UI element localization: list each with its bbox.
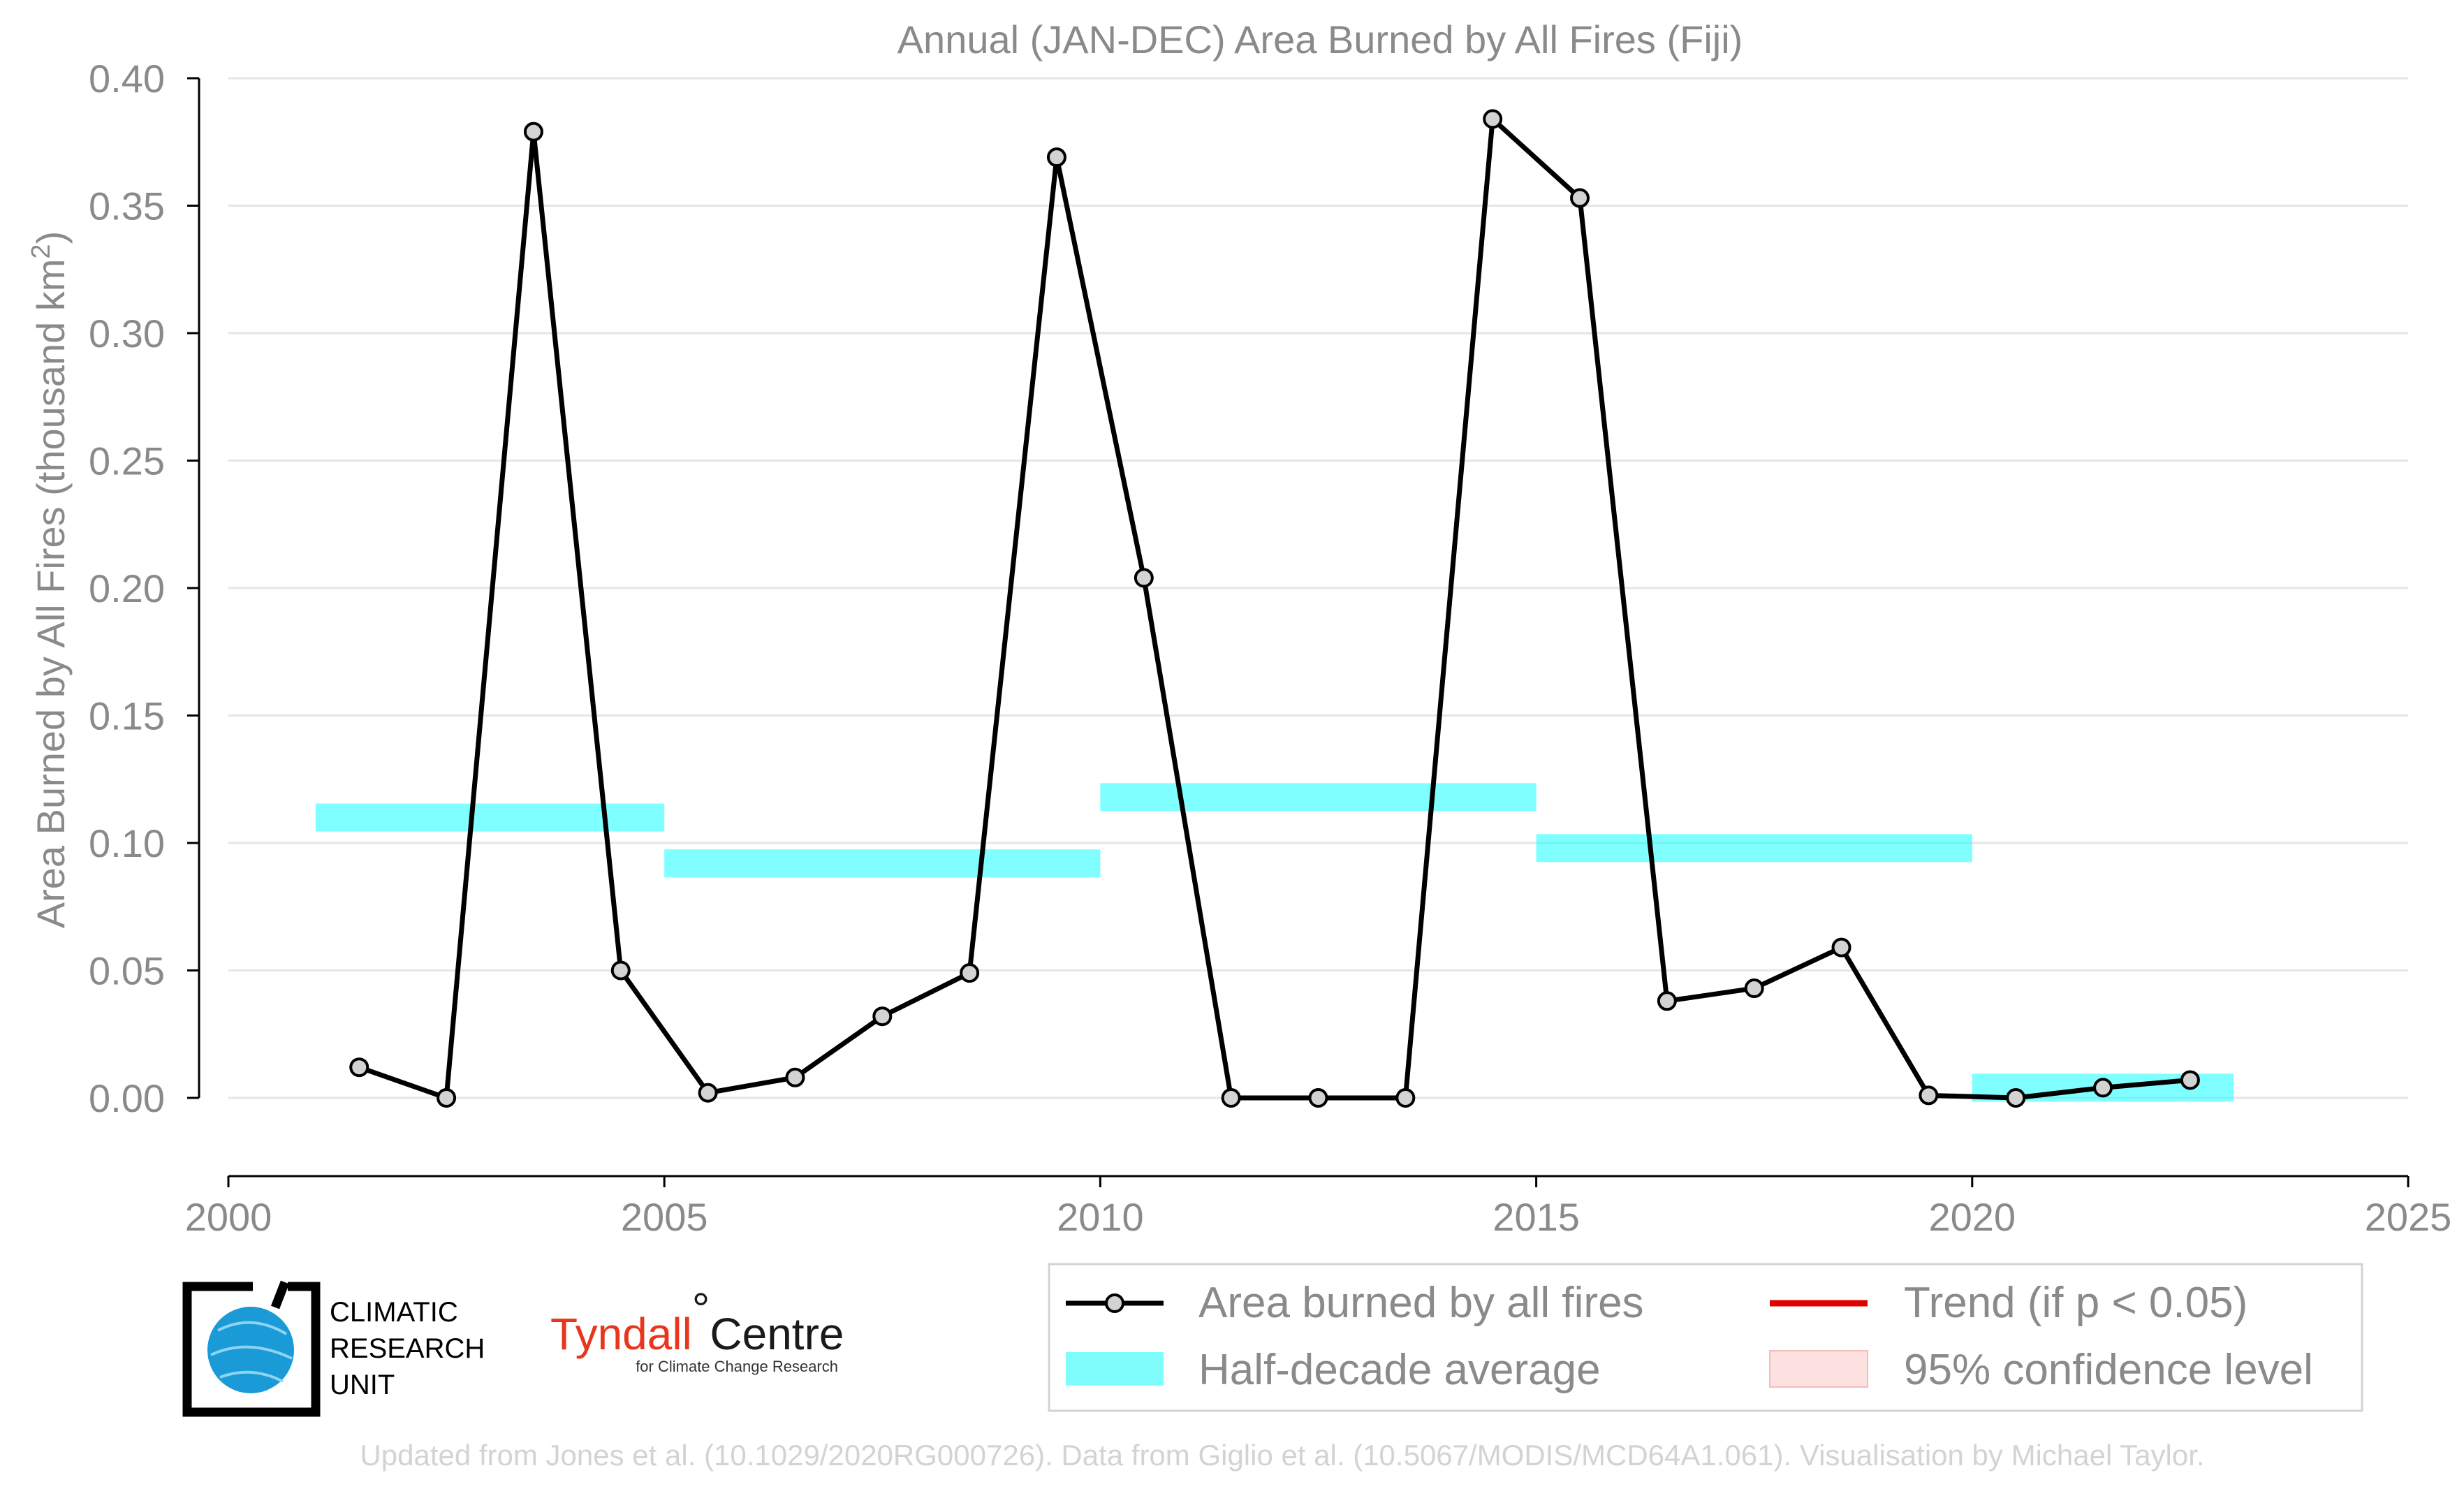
legend-label-confidence: 95% confidence level <box>1904 1346 2313 1394</box>
data-point <box>960 963 980 983</box>
data-point <box>2180 1070 2200 1090</box>
data-point <box>523 122 543 142</box>
x-tick-label: 2000 <box>185 1195 272 1239</box>
tyndall-logo-centre: Centre <box>710 1309 844 1359</box>
x-tick-label: 2010 <box>1057 1195 1144 1239</box>
legend-swatch-confidence <box>1769 1350 1868 1388</box>
data-point <box>1570 188 1590 208</box>
legend-swatch-half-decade <box>1066 1352 1164 1386</box>
tyndall-logo-wordmark: Tyndall°Centre <box>550 1284 844 1359</box>
legend-label-area-burned: Area burned by all fires <box>1198 1279 1644 1327</box>
y-axis-label-superscript: 2 <box>27 244 56 258</box>
y-axis-label: Area Burned by All Fires (thousand km2) <box>27 231 73 928</box>
legend-label-half-decade: Half-decade average <box>1198 1346 1601 1394</box>
data-point <box>1395 1088 1416 1108</box>
y-tick-label: 0.40 <box>89 57 165 101</box>
data-point <box>1657 991 1677 1011</box>
gridlines <box>228 77 2408 1099</box>
legend-frame <box>1048 1263 2363 1412</box>
y-tick-label: 0.30 <box>89 311 165 355</box>
cru-logo: CLIMATIC RESEARCH UNIT <box>182 1280 485 1417</box>
x-tick-label: 2025 <box>2365 1195 2452 1239</box>
cru-logo-bracket-left <box>182 1282 253 1417</box>
data-point <box>872 1006 893 1027</box>
data-point <box>698 1083 718 1103</box>
half-decade-band <box>315 803 665 832</box>
x-tick-label: 2020 <box>1929 1195 2016 1239</box>
cru-logo-slash <box>270 1280 290 1310</box>
data-point <box>1308 1088 1328 1108</box>
y-tick-label: 0.20 <box>89 566 165 610</box>
x-tick-label: 2015 <box>1493 1195 1580 1239</box>
tyndall-logo-degree: ° <box>692 1284 710 1334</box>
tyndall-logo-subtitle: for Climate Change Research <box>636 1358 838 1375</box>
half-decade-band <box>1536 834 1972 863</box>
data-point <box>2006 1088 2026 1108</box>
y-tick-label: 0.25 <box>89 439 165 483</box>
data-point <box>1046 147 1066 168</box>
credit-line: Updated from Jones et al. (10.1029/2020R… <box>360 1439 2204 1472</box>
y-axis-label-main: Area Burned by All Fires (thousand km <box>29 259 73 929</box>
cru-logo-line3: UNIT <box>330 1370 395 1400</box>
series-area-burned <box>349 109 2200 1108</box>
tyndall-logo-main: Tyndall <box>550 1309 692 1359</box>
x-ticks: 2000 2005 2010 2015 2020 2025 <box>185 1176 2452 1239</box>
x-tick-label: 2005 <box>621 1195 708 1239</box>
legend: Area burned by all fires Trend (if p < 0… <box>1048 1263 2363 1412</box>
y-axis-label-close: ) <box>29 231 73 244</box>
half-decade-band <box>1100 783 1537 812</box>
data-point <box>1221 1088 1241 1108</box>
data-point <box>1831 937 1851 958</box>
y-tick-label: 0.15 <box>89 694 165 738</box>
data-point <box>1919 1085 1939 1106</box>
chart-title: Annual (JAN-DEC) Area Burned by All Fire… <box>897 17 1743 61</box>
y-tick-label: 0.10 <box>89 821 165 865</box>
data-point <box>1744 978 1764 999</box>
series-line <box>358 116 2191 1101</box>
cru-logo-line2: RESEARCH <box>330 1333 485 1364</box>
cru-logo-line1: CLIMATIC <box>330 1297 458 1328</box>
data-point <box>1483 109 1503 129</box>
data-point <box>610 960 631 981</box>
data-point <box>785 1067 805 1087</box>
globe-icon-swirl <box>210 1321 293 1383</box>
tyndall-logo: Tyndall°Centre for Climate Change Resear… <box>550 1284 844 1375</box>
legend-swatch-marker <box>1105 1293 1124 1313</box>
y-ticks: 0.00 0.05 0.10 0.15 0.20 0.25 0.30 0.35 0.40 <box>89 57 199 1120</box>
data-point <box>2093 1078 2113 1098</box>
cru-logo-bracket-right <box>250 1282 321 1417</box>
data-point <box>1134 568 1154 588</box>
half-decade-band <box>664 849 1101 878</box>
y-tick-label: 0.00 <box>89 1076 165 1120</box>
data-point <box>437 1088 457 1108</box>
legend-label-trend: Trend (if p < 0.05) <box>1904 1279 2247 1327</box>
y-tick-label: 0.05 <box>89 949 165 993</box>
half-decade-bands <box>315 783 2234 1102</box>
y-tick-label: 0.35 <box>89 184 165 228</box>
data-point <box>349 1057 369 1078</box>
